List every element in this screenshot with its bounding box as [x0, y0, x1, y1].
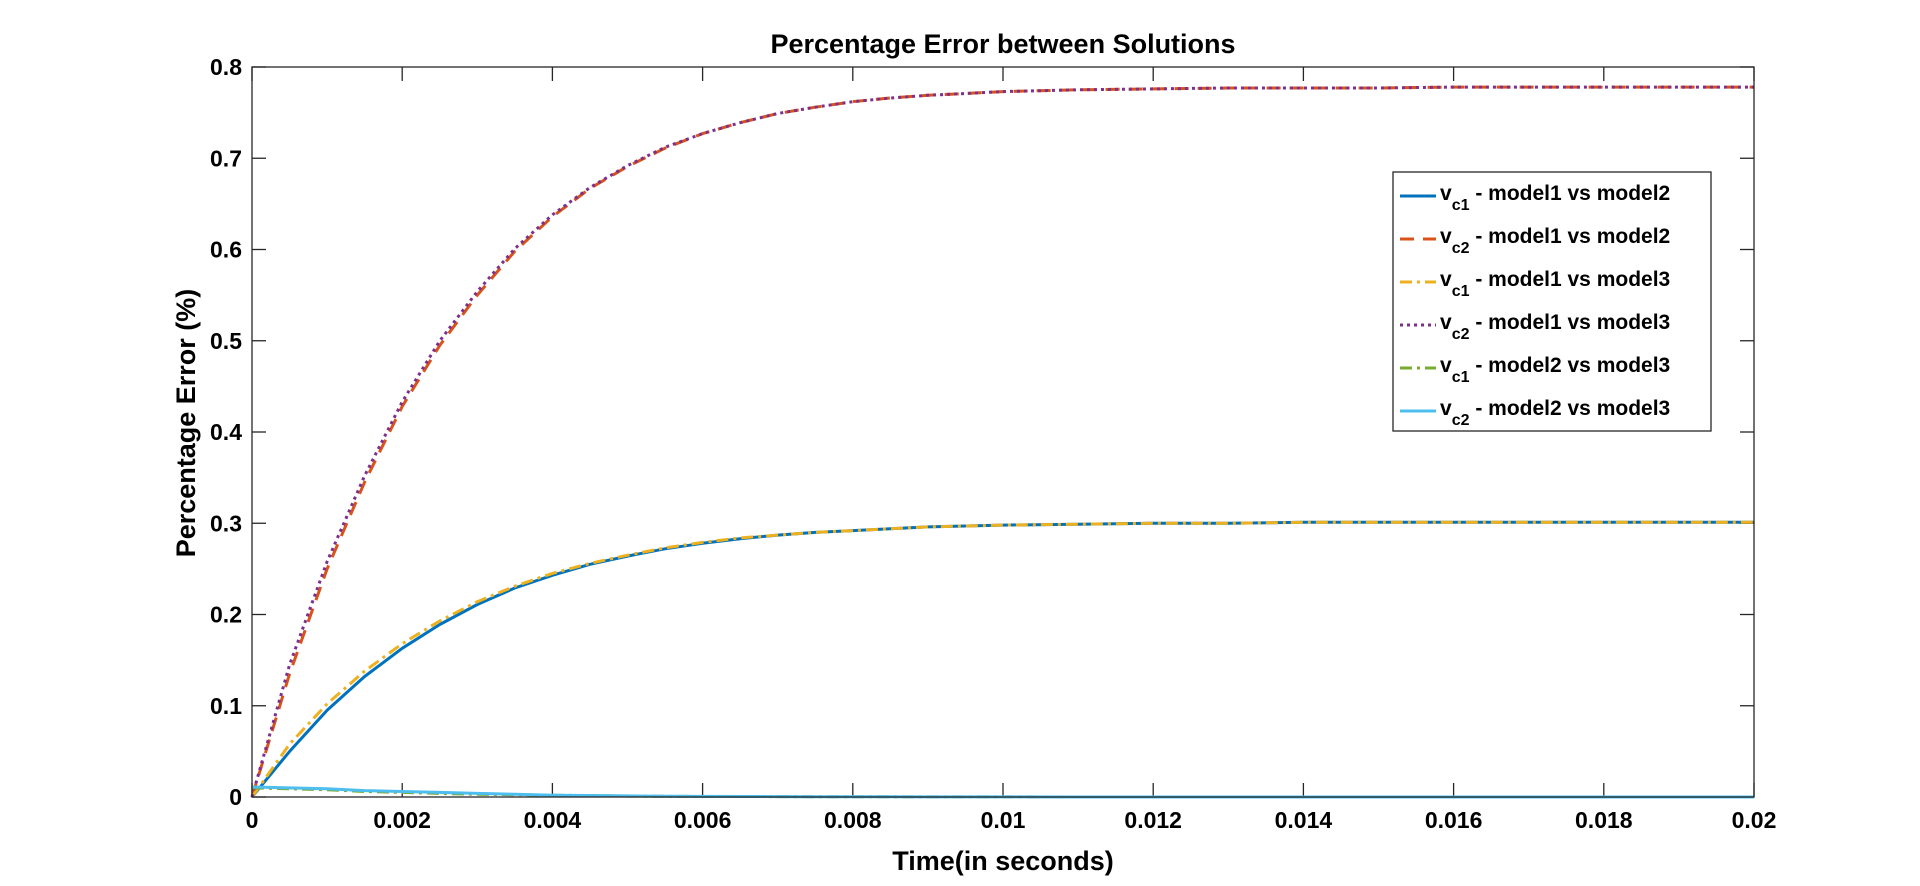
- legend-label-main: v: [1440, 311, 1452, 334]
- y-tick-label: 0.2: [210, 602, 242, 628]
- legend-label-rest: - model2 vs model3: [1469, 354, 1670, 377]
- y-tick-label: 0.4: [210, 419, 242, 445]
- x-tick-label: 0.006: [674, 807, 732, 833]
- y-tick-label: 0: [229, 784, 242, 810]
- x-tick-label: 0.02: [1732, 807, 1777, 833]
- y-tick-label: 0.3: [210, 510, 242, 536]
- legend-label-subscript: c1: [1452, 283, 1470, 300]
- legend-label-5: vc1 - model2 vs model3: [1440, 354, 1670, 386]
- x-axis-label: Time(in seconds): [892, 846, 1114, 876]
- legend-label-subscript: c1: [1452, 369, 1470, 386]
- y-tick-label: 0.5: [210, 328, 242, 354]
- x-tick-label: 0.012: [1124, 807, 1182, 833]
- y-tick-label: 0.6: [210, 237, 242, 263]
- series-line-4: [250, 85, 1754, 798]
- y-axis-ticks: 0 0.1 0.2 0.3 0.4 0.5 0.6 0.7 0.8: [210, 54, 1754, 810]
- legend-box: [1392, 171, 1712, 432]
- legend-label-2: vc2 - model1 vs model2: [1440, 225, 1670, 257]
- series-line-3: [250, 520, 1754, 798]
- legend-label-subscript: c2: [1452, 326, 1470, 343]
- legend-label-rest: - model1 vs model2: [1469, 225, 1670, 248]
- legend-label-main: v: [1440, 268, 1452, 291]
- y-tick-label: 0.1: [210, 693, 242, 719]
- plot-area-frame: [251, 66, 1755, 798]
- legend-label-rest: - model1 vs model2: [1469, 182, 1670, 205]
- legend-label-1: vc1 - model1 vs model2: [1440, 182, 1670, 214]
- y-tick-label: 0.8: [210, 54, 242, 80]
- legend-label-subscript: c2: [1452, 412, 1470, 429]
- legend-label-main: v: [1440, 354, 1452, 377]
- x-tick-label: 0.016: [1425, 807, 1483, 833]
- legend-label-6: vc2 - model2 vs model3: [1440, 397, 1670, 429]
- x-axis-ticks: 0 0.002 0.004 0.006 0.008 0.01 0.012 0.014 0.016…: [246, 67, 1777, 833]
- x-tick-label: 0.008: [824, 807, 882, 833]
- y-axis-label: Percentage Error (%): [171, 289, 201, 558]
- legend-label-rest: - model2 vs model3: [1469, 397, 1670, 420]
- x-tick-label: 0.014: [1275, 807, 1333, 833]
- legend-label-3: vc1 - model1 vs model3: [1440, 268, 1670, 300]
- x-tick-label: 0.004: [524, 807, 582, 833]
- legend-label-main: v: [1440, 397, 1452, 420]
- legend-label-main: v: [1440, 225, 1452, 248]
- x-tick-label: 0: [246, 807, 259, 833]
- legend-label-4: vc2 - model1 vs model3: [1440, 311, 1670, 343]
- legend-label-main: v: [1440, 182, 1452, 205]
- x-tick-label: 0.01: [981, 807, 1026, 833]
- y-tick-label: 0.7: [210, 145, 242, 171]
- legend-label-rest: - model1 vs model3: [1469, 311, 1670, 334]
- legend-label-subscript: c2: [1452, 240, 1470, 257]
- x-tick-label: 0.002: [373, 807, 431, 833]
- legend-label-subscript: c1: [1452, 197, 1470, 214]
- series-line-1: [250, 520, 1754, 798]
- x-tick-label: 0.018: [1575, 807, 1633, 833]
- chart-title: Percentage Error between Solutions: [770, 29, 1235, 59]
- legend-label-rest: - model1 vs model3: [1469, 268, 1670, 291]
